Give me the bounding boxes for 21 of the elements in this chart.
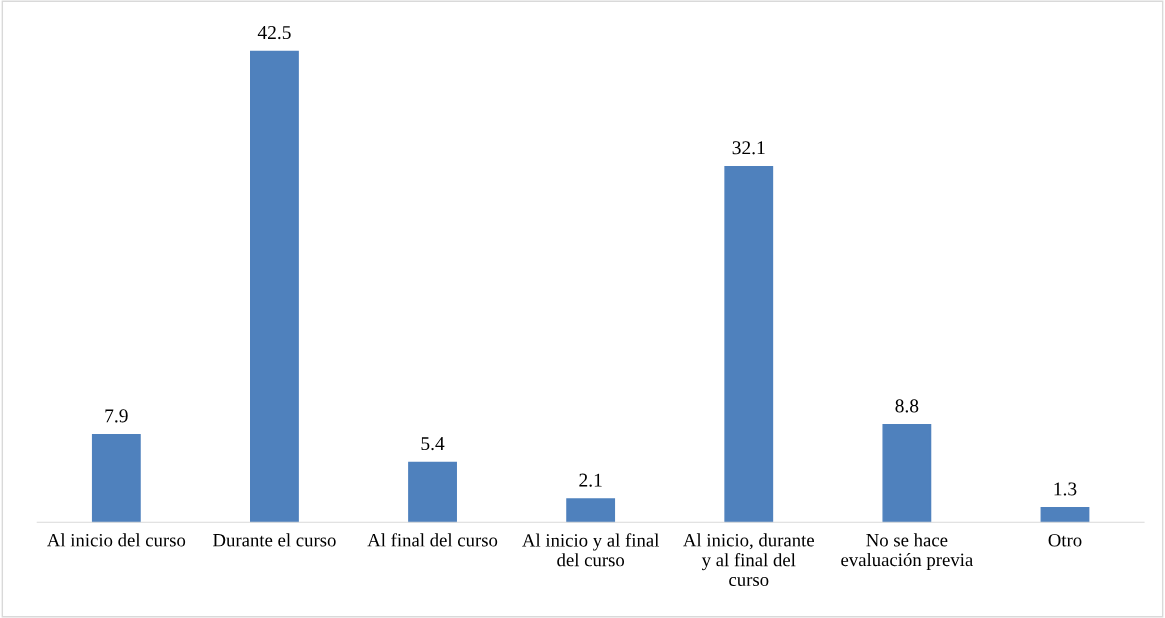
bar <box>91 433 141 523</box>
bar <box>724 165 774 523</box>
data-label: 8.8 <box>895 399 919 413</box>
bar <box>408 461 457 523</box>
bar <box>250 50 299 523</box>
data-label: 5.4 <box>421 437 445 451</box>
data-label: 7.9 <box>105 409 128 423</box>
data-label: 2.1 <box>579 473 602 487</box>
x-tick-label: Durante el curso <box>213 533 336 547</box>
x-tick-label: Al inicio del curso <box>47 533 186 547</box>
x-tick-label: Al inicio y al final del curso <box>522 533 660 567</box>
data-label: 1.3 <box>1054 482 1077 496</box>
data-label: 42.5 <box>257 26 291 40</box>
bar <box>882 424 932 523</box>
x-tick-label: Al final del curso <box>367 533 498 547</box>
x-tick-label: Otro <box>1048 533 1082 547</box>
data-label: 32.1 <box>732 141 765 155</box>
bar <box>566 498 616 523</box>
bar <box>1040 507 1090 523</box>
x-tick-label: No se hace evaluación previa <box>841 533 973 570</box>
x-tick-label: Al inicio, durante y al final del curso <box>683 533 814 587</box>
